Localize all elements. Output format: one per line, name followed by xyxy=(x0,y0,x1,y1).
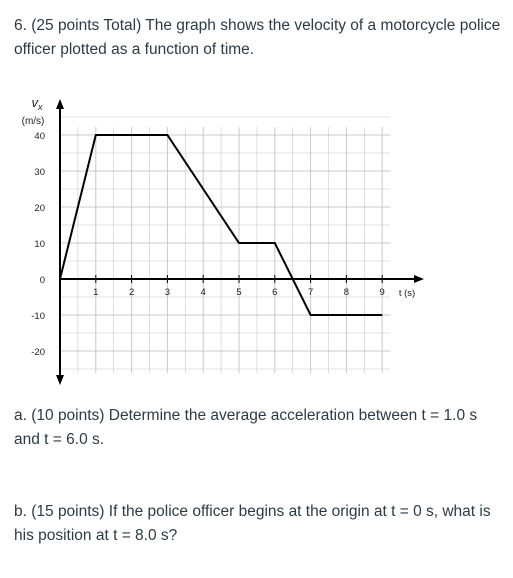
series xyxy=(59,134,383,316)
x-tick-label: 6 xyxy=(272,287,277,298)
y-axis-up-arrow-icon xyxy=(56,99,64,109)
axis-labels: vx (m/s) t (s) xyxy=(22,95,416,299)
question-part-b: b. (15 points) If the police officer beg… xyxy=(14,503,491,544)
velocity-time-graph: vx (m/s) t (s) 1 2 3 4 5 6 7 8 9 40 30 20 10 0 -10 -20 xyxy=(22,95,424,385)
grid xyxy=(60,116,391,373)
question-part-a: a. (10 points) Determine the average acc… xyxy=(14,407,478,448)
y-tick-label: 20 xyxy=(34,203,45,214)
y-axis-subscript: x xyxy=(37,102,43,112)
y-tick-label: -20 xyxy=(31,347,45,358)
x-tick-label: 1 xyxy=(93,287,98,298)
x-tick-label: 5 xyxy=(236,287,241,298)
y-tick-label: 10 xyxy=(34,239,45,250)
x-tick-label: 9 xyxy=(380,287,385,298)
y-axis-symbol: v xyxy=(32,95,40,110)
y-tick-label: 0 xyxy=(40,275,45,286)
y-tick-label: 30 xyxy=(34,167,45,178)
x-tick-label: 4 xyxy=(201,287,206,298)
y-tick-label: 40 xyxy=(34,131,45,142)
x-tick-label: 8 xyxy=(344,287,349,298)
velocity-series-line xyxy=(59,134,383,316)
x-tick-label: 2 xyxy=(129,287,134,298)
y-axis-label: vx xyxy=(32,95,44,112)
x-axis-label: t (s) xyxy=(399,288,415,299)
x-tick-label: 7 xyxy=(308,287,313,298)
y-axis-down-arrow-icon xyxy=(56,375,64,385)
question-header: 6. (25 points Total) The graph shows the… xyxy=(14,17,501,58)
x-tick-label: 3 xyxy=(165,287,170,298)
y-axis-units: (m/s) xyxy=(22,116,45,127)
x-axis-arrow-icon xyxy=(414,275,424,283)
y-tick-label: -10 xyxy=(31,311,45,322)
tick-labels: 1 2 3 4 5 6 7 8 9 40 30 20 10 0 -10 -20 xyxy=(31,131,385,358)
